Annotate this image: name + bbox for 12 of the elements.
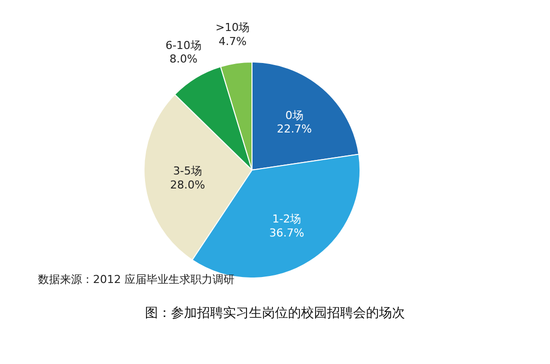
data-label: 8.0% bbox=[169, 52, 198, 66]
text: 图：参加招聘实习生岗位的校园招聘会的场次 bbox=[144, 305, 406, 322]
slice-label: 1-2场 bbox=[272, 212, 302, 226]
source-note: 数据来源：2012 应届毕业生求职力调研 bbox=[38, 272, 234, 287]
data-label: 28.0% bbox=[170, 178, 206, 192]
slice-label: 0场 bbox=[285, 108, 304, 122]
data-label: 4.7% bbox=[218, 34, 247, 48]
slice-label: >10场 bbox=[215, 21, 250, 34]
slice-label: 3-5场 bbox=[173, 164, 202, 178]
data-label: 22.7% bbox=[276, 122, 312, 136]
data-label: 36.7% bbox=[269, 226, 304, 240]
slice-label: 6-10场 bbox=[165, 39, 202, 52]
